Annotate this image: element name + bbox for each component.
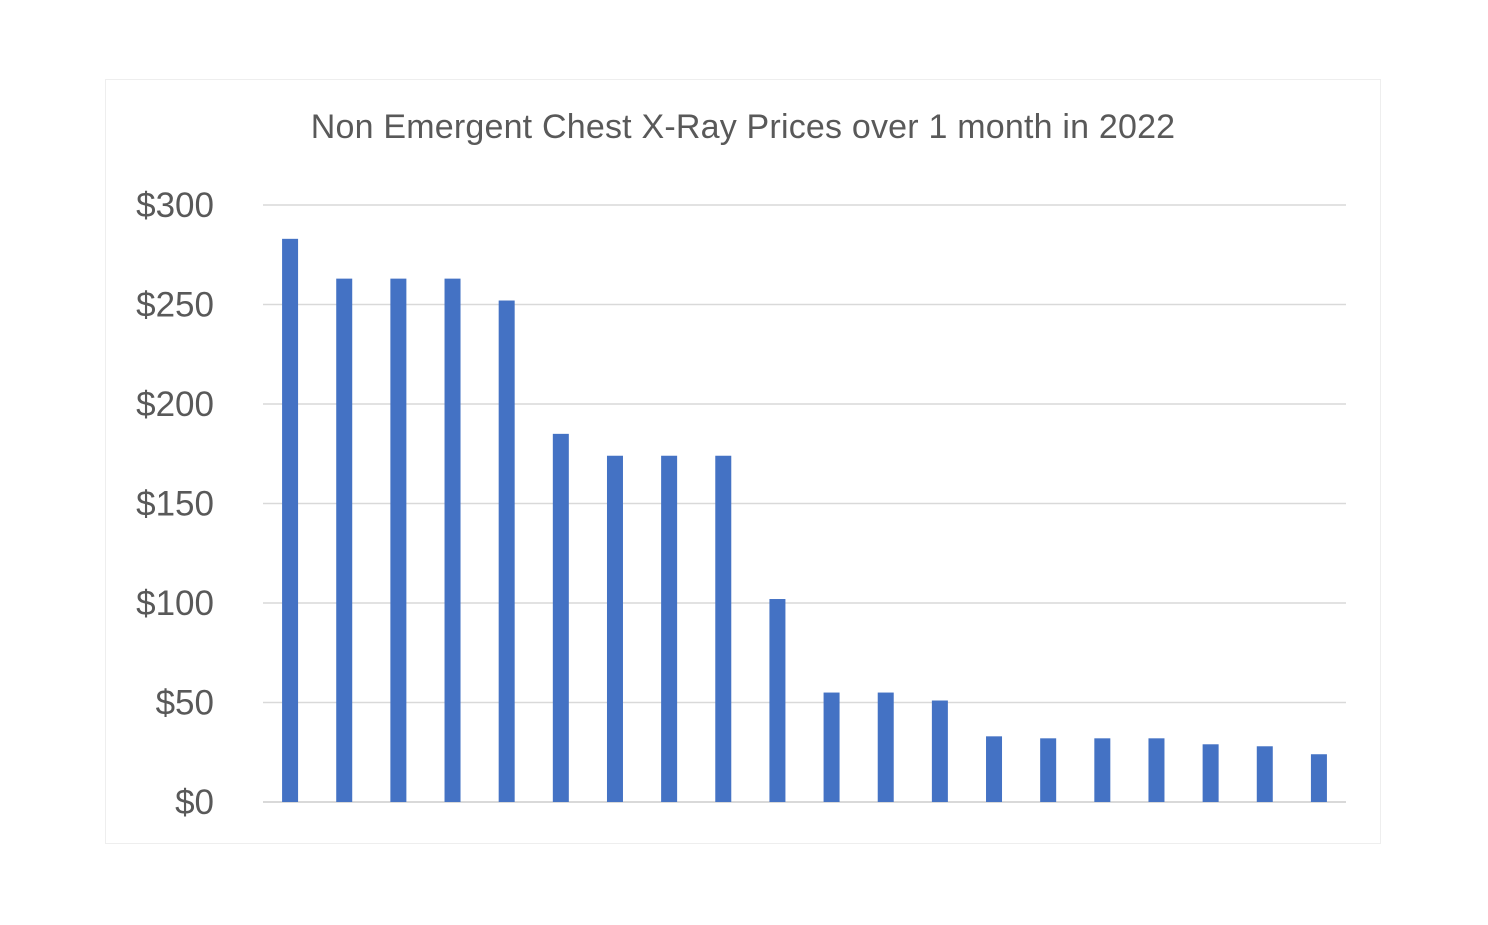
bar — [1256, 746, 1273, 802]
y-tick-label: $250 — [136, 286, 214, 325]
bar — [877, 692, 894, 802]
bar — [1148, 738, 1165, 802]
bar — [1040, 738, 1057, 802]
bar — [823, 692, 840, 802]
y-tick-label: $50 — [156, 684, 214, 723]
bar — [282, 238, 299, 802]
y-tick-label: $150 — [136, 485, 214, 524]
bar — [931, 700, 948, 802]
bar — [552, 433, 569, 802]
bar — [769, 599, 786, 802]
bar — [336, 278, 353, 802]
bar — [1310, 754, 1327, 802]
chart-frame — [105, 79, 1381, 844]
bar — [1202, 744, 1219, 802]
bar — [498, 300, 515, 802]
bar — [986, 736, 1003, 802]
bar — [1094, 738, 1111, 802]
bar — [444, 278, 461, 802]
bar — [661, 455, 678, 802]
y-tick-label: $200 — [136, 385, 214, 424]
chart-title: Non Emergent Chest X-Ray Prices over 1 m… — [310, 108, 1176, 146]
y-tick-label: $0 — [175, 783, 214, 822]
bar — [606, 455, 623, 802]
y-tick-label: $300 — [136, 186, 214, 225]
bar — [715, 455, 732, 802]
y-tick-label: $100 — [136, 584, 214, 623]
bar — [390, 278, 407, 802]
